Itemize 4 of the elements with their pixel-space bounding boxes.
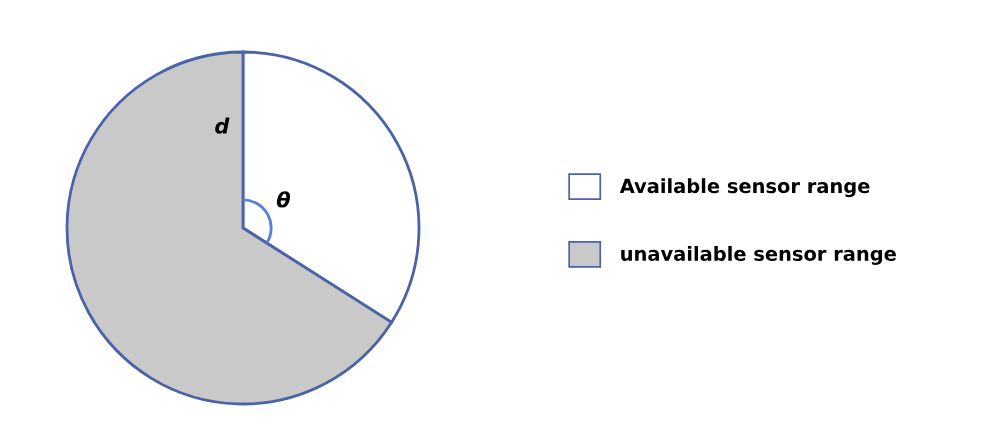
legend-label: unavailable sensor range [621, 245, 896, 265]
text: θ [276, 191, 291, 208]
legend-label: Available sensor range [619, 178, 870, 198]
text: d [215, 117, 230, 134]
